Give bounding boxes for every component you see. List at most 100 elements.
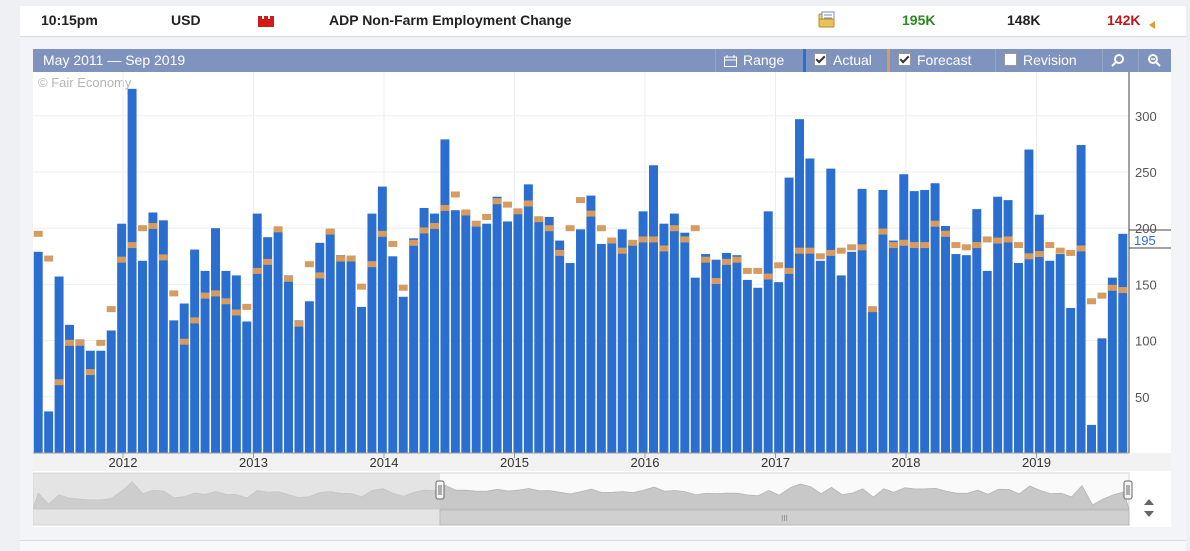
forecast-marker[interactable] <box>503 201 512 208</box>
actual-bar[interactable] <box>304 301 314 453</box>
actual-bar[interactable] <box>1107 277 1117 453</box>
forecast-marker[interactable] <box>909 242 919 249</box>
forecast-marker[interactable] <box>628 239 638 246</box>
forecast-marker[interactable] <box>148 222 158 229</box>
actual-bar[interactable] <box>659 223 669 453</box>
forecast-marker[interactable] <box>325 228 335 235</box>
actual-bar[interactable] <box>44 411 54 453</box>
actual-bar[interactable] <box>1076 145 1086 453</box>
actual-bar[interactable] <box>815 260 825 453</box>
actual-bar[interactable] <box>1087 424 1096 453</box>
actual-bar[interactable] <box>763 211 773 453</box>
navigator-handle[interactable] <box>435 480 445 500</box>
actual-bar[interactable] <box>273 231 283 453</box>
forecast-marker[interactable] <box>513 208 523 215</box>
actual-bar[interactable] <box>252 213 262 453</box>
forecast-marker[interactable] <box>461 209 471 216</box>
actual-bar[interactable] <box>54 276 64 453</box>
search-icon[interactable] <box>1102 49 1135 72</box>
forecast-marker[interactable] <box>1024 253 1034 260</box>
forecast-marker[interactable] <box>1107 284 1117 291</box>
forecast-toggle[interactable]: Forecast <box>887 49 994 72</box>
forecast-marker[interactable] <box>284 275 293 282</box>
forecast-marker[interactable] <box>211 290 220 297</box>
forecast-marker[interactable] <box>179 338 189 345</box>
actual-bar[interactable] <box>503 221 512 453</box>
actual-bar[interactable] <box>231 275 241 453</box>
forecast-marker[interactable] <box>44 255 54 262</box>
actual-bar[interactable] <box>117 223 127 453</box>
forecast-marker[interactable] <box>117 256 127 263</box>
actual-bar[interactable] <box>951 254 961 453</box>
actual-bar[interactable] <box>701 254 711 453</box>
forecast-marker[interactable] <box>638 236 648 243</box>
actual-bar[interactable] <box>732 255 742 453</box>
actual-bar[interactable] <box>868 311 877 453</box>
actual-bar[interactable] <box>836 275 846 453</box>
forecast-marker[interactable] <box>252 267 262 274</box>
actual-bar[interactable] <box>325 230 335 453</box>
actual-bar[interactable] <box>669 213 679 453</box>
actual-bar[interactable] <box>388 256 398 453</box>
actual-bar[interactable] <box>534 218 544 453</box>
forecast-marker[interactable] <box>367 261 377 268</box>
forecast-marker[interactable] <box>388 240 398 247</box>
forecast-marker[interactable] <box>732 256 742 263</box>
forecast-marker[interactable] <box>596 225 606 232</box>
actual-bar[interactable] <box>33 251 43 453</box>
actual-bar[interactable] <box>430 213 439 453</box>
actual-bar[interactable] <box>294 320 304 453</box>
actual-bar[interactable] <box>1045 260 1055 453</box>
forecast-marker[interactable] <box>878 228 888 235</box>
actual-bar[interactable] <box>544 216 554 453</box>
revision-checkbox[interactable] <box>1004 53 1017 66</box>
actual-bar[interactable] <box>221 270 231 453</box>
chart-plot[interactable]: © Fair Economy 50 100 150 200 250 300 195 2012 2… <box>33 72 1171 527</box>
actual-bar[interactable] <box>336 255 346 453</box>
actual-bar[interactable] <box>482 223 492 453</box>
actual-bar[interactable] <box>586 195 596 453</box>
forecast-marker[interactable] <box>1118 287 1128 294</box>
actual-bar[interactable] <box>972 209 982 453</box>
forecast-marker[interactable] <box>336 255 346 262</box>
actual-bar[interactable] <box>106 330 116 453</box>
actual-bar[interactable] <box>607 240 617 453</box>
forecast-marker[interactable] <box>1097 292 1107 299</box>
actual-bar[interactable] <box>419 207 429 453</box>
forecast-marker[interactable] <box>586 210 596 217</box>
forecast-marker[interactable] <box>263 258 273 265</box>
forecast-marker[interactable] <box>993 237 1003 244</box>
actual-bar[interactable] <box>96 350 106 453</box>
forecast-marker[interactable] <box>544 225 554 232</box>
actual-bar[interactable] <box>1024 149 1034 453</box>
forecast-marker[interactable] <box>753 267 763 274</box>
forecast-marker[interactable] <box>930 220 940 227</box>
forecast-marker[interactable] <box>242 303 252 310</box>
forecast-marker[interactable] <box>774 262 784 269</box>
actual-bar[interactable] <box>565 263 575 453</box>
forecast-marker[interactable] <box>941 230 950 237</box>
actual-bar[interactable] <box>628 243 638 453</box>
forecast-marker[interactable] <box>1055 247 1065 254</box>
actual-bar[interactable] <box>65 324 74 453</box>
actual-bar[interactable] <box>200 270 210 453</box>
actual-bar[interactable] <box>284 275 293 453</box>
forecast-marker[interactable] <box>65 339 74 346</box>
actual-bar[interactable] <box>888 240 898 453</box>
forecast-marker[interactable] <box>826 249 836 256</box>
actual-bar[interactable] <box>742 279 752 453</box>
forecast-marker[interactable] <box>357 283 366 290</box>
forecast-marker[interactable] <box>1034 251 1044 258</box>
forecast-marker[interactable] <box>221 298 231 305</box>
actual-bar[interactable] <box>492 196 502 453</box>
navigator-scrollbar[interactable] <box>439 509 1130 526</box>
event-title[interactable]: ADP Non-Farm Employment Change <box>329 12 572 28</box>
actual-bar[interactable] <box>826 168 836 453</box>
forecast-marker[interactable] <box>1003 236 1013 243</box>
forecast-marker[interactable] <box>951 242 961 249</box>
actual-bar[interactable] <box>158 220 168 453</box>
forecast-marker[interactable] <box>440 204 450 211</box>
actual-bar[interactable] <box>179 303 189 453</box>
actual-bar[interactable] <box>753 287 763 453</box>
forecast-marker[interactable] <box>346 255 356 262</box>
